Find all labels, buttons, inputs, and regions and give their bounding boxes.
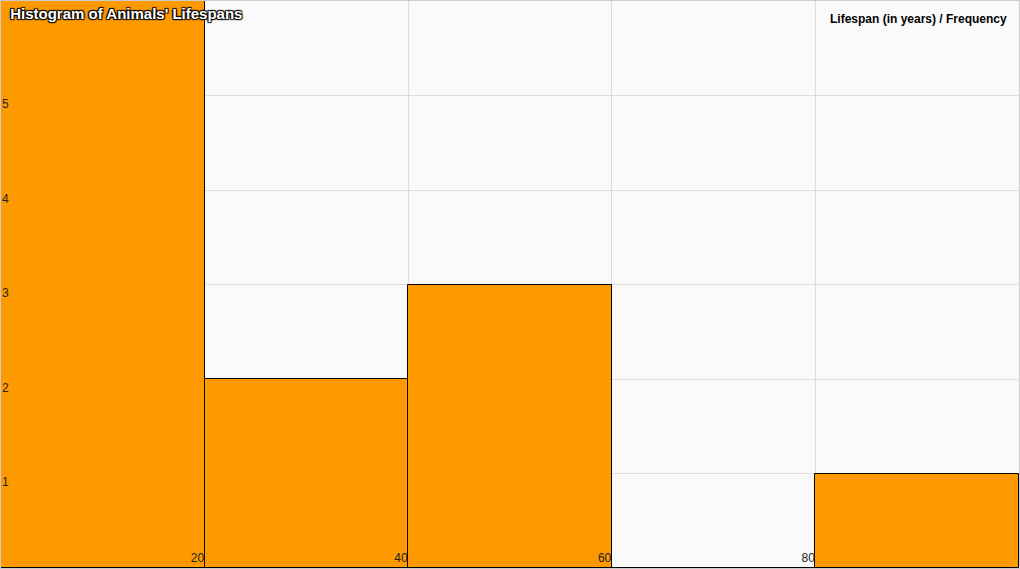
- svg-text:Lifespan (in years) / Frequenc: Lifespan (in years) / Frequency: [830, 12, 1007, 26]
- svg-text:2: 2: [2, 381, 9, 395]
- svg-text:1: 1: [2, 475, 9, 489]
- svg-text:60: 60: [598, 551, 612, 565]
- svg-text:Histogram of Animals' Lifespan: Histogram of Animals' Lifespans: [10, 5, 242, 22]
- svg-text:20: 20: [191, 551, 205, 565]
- svg-text:4: 4: [2, 192, 9, 206]
- svg-text:80: 80: [802, 551, 816, 565]
- svg-text:3: 3: [2, 286, 9, 300]
- svg-text:5: 5: [2, 97, 9, 111]
- svg-text:40: 40: [394, 551, 408, 565]
